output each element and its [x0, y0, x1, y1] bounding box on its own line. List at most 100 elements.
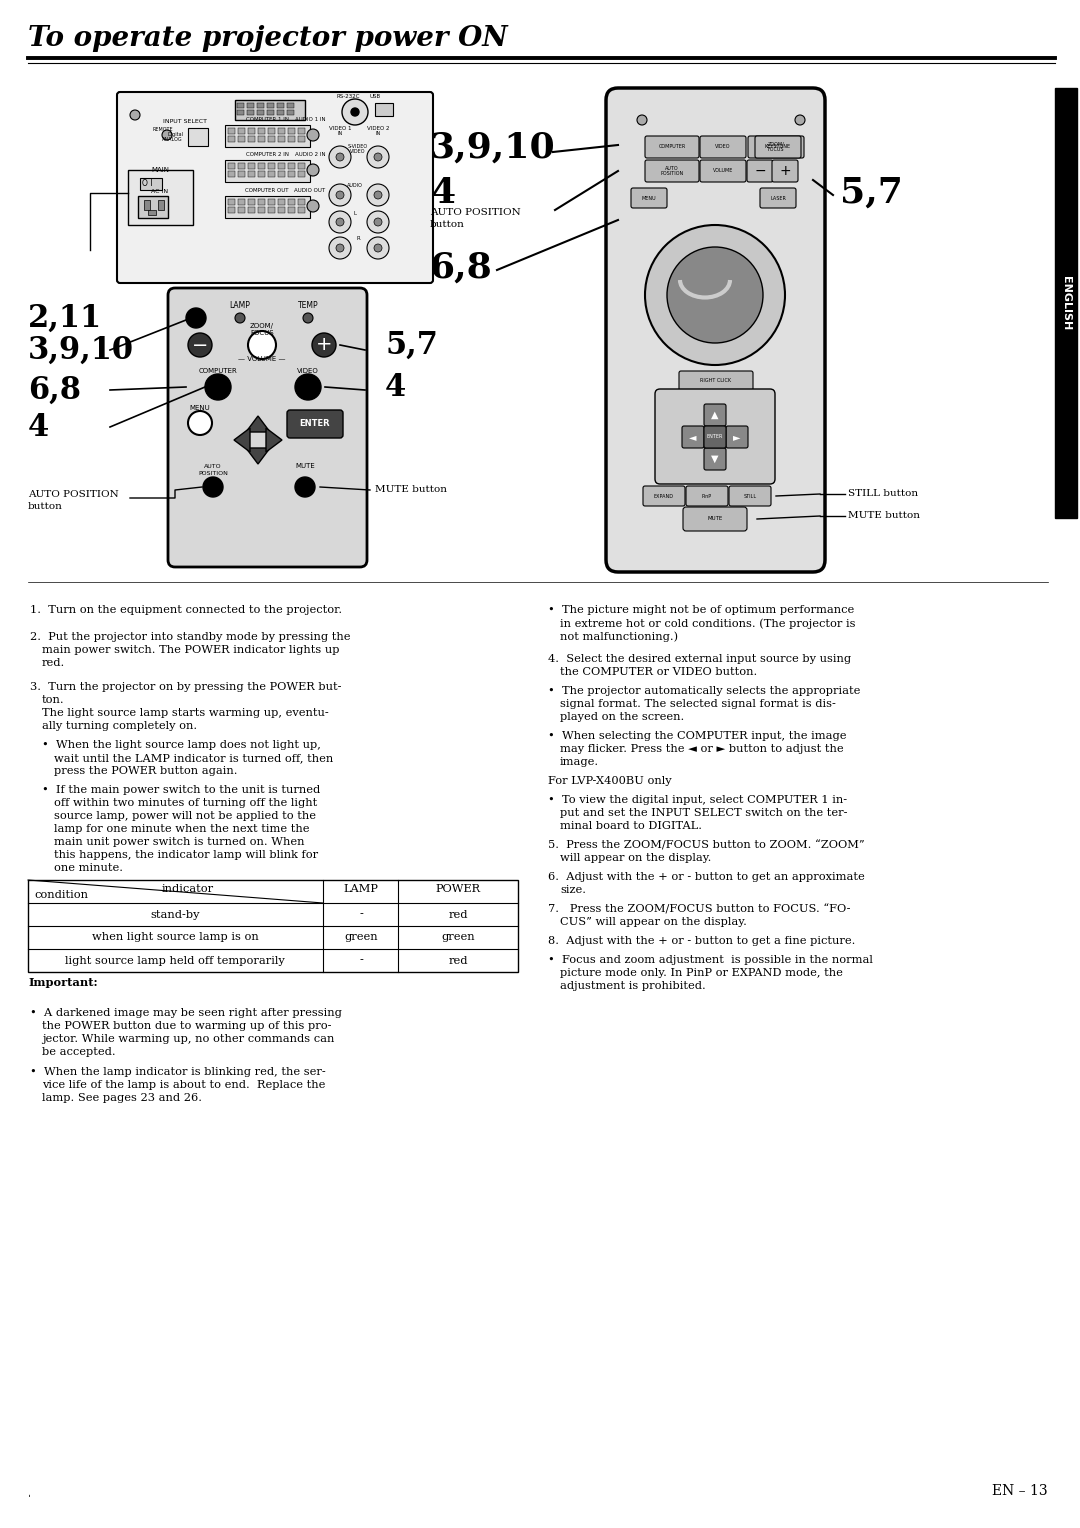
- Bar: [257, 102, 264, 108]
- Text: IN: IN: [376, 131, 380, 136]
- Text: S-VIDEO: S-VIDEO: [348, 144, 368, 150]
- Text: picture mode only. In PinP or EXPAND mode, the: picture mode only. In PinP or EXPAND mod…: [561, 969, 842, 978]
- Bar: [288, 199, 295, 205]
- Text: 6.  Adjust with the + or - button to get an approximate: 6. Adjust with the + or - button to get …: [548, 872, 865, 882]
- Text: POWER: POWER: [435, 885, 481, 894]
- Text: KEYSTONE: KEYSTONE: [765, 145, 791, 150]
- Bar: [288, 171, 295, 177]
- Text: 2,11: 2,11: [28, 303, 103, 333]
- Bar: [248, 128, 255, 134]
- FancyBboxPatch shape: [117, 92, 433, 283]
- Bar: [238, 163, 245, 170]
- Text: •  The picture might not be of optimum performance: • The picture might not be of optimum pe…: [548, 605, 854, 614]
- Text: R: R: [356, 235, 360, 241]
- Text: INPUT SELECT: INPUT SELECT: [163, 119, 207, 124]
- Circle shape: [367, 211, 389, 232]
- Text: 6,8: 6,8: [28, 374, 81, 405]
- Text: ENTER: ENTER: [299, 420, 330, 428]
- Text: 1.  Turn on the equipment connected to the projector.: 1. Turn on the equipment connected to th…: [30, 605, 342, 614]
- Text: POSITION: POSITION: [198, 471, 228, 477]
- Text: red: red: [448, 909, 468, 920]
- Bar: [237, 102, 244, 108]
- Text: MUTE: MUTE: [707, 516, 723, 521]
- Circle shape: [342, 99, 368, 125]
- Text: size.: size.: [561, 885, 586, 895]
- FancyBboxPatch shape: [679, 371, 753, 391]
- Text: •  A darkened image may be seen right after pressing: • A darkened image may be seen right aft…: [30, 1008, 342, 1018]
- Text: the COMPUTER or VIDEO button.: the COMPUTER or VIDEO button.: [561, 668, 757, 677]
- Bar: [237, 110, 244, 115]
- Text: Important:: Important:: [28, 976, 97, 989]
- Text: EXPAND: EXPAND: [654, 494, 674, 498]
- Text: MENU: MENU: [642, 196, 657, 200]
- Text: The light source lamp starts warming up, eventu-: The light source lamp starts warming up,…: [42, 707, 328, 718]
- Circle shape: [235, 313, 245, 322]
- Text: played on the screen.: played on the screen.: [561, 712, 685, 723]
- Text: when light source lamp is on: when light source lamp is on: [92, 932, 258, 943]
- FancyBboxPatch shape: [704, 448, 726, 471]
- Text: stand-by: stand-by: [150, 909, 200, 920]
- Text: USB: USB: [369, 95, 380, 99]
- Text: — VOLUME —: — VOLUME —: [239, 356, 286, 362]
- Text: COMPUTER OUT: COMPUTER OUT: [245, 188, 288, 193]
- Text: ►: ►: [733, 432, 741, 442]
- Text: ally turning completely on.: ally turning completely on.: [42, 721, 198, 730]
- Text: O I: O I: [141, 179, 152, 188]
- Circle shape: [188, 411, 212, 435]
- Text: VIDEO 1: VIDEO 1: [328, 125, 351, 131]
- Text: +: +: [315, 336, 333, 354]
- Polygon shape: [246, 416, 270, 432]
- Text: EN – 13: EN – 13: [993, 1484, 1048, 1497]
- Circle shape: [374, 191, 382, 199]
- Circle shape: [367, 237, 389, 260]
- Bar: [298, 163, 305, 170]
- Circle shape: [336, 191, 345, 199]
- Bar: [375, 102, 393, 116]
- Bar: [248, 163, 255, 170]
- Polygon shape: [246, 448, 270, 465]
- Text: vice life of the lamp is about to end.  Replace the: vice life of the lamp is about to end. R…: [42, 1080, 325, 1089]
- Text: 3,9,10: 3,9,10: [28, 335, 134, 365]
- Bar: [258, 128, 265, 134]
- Text: light source lamp held off temporarily: light source lamp held off temporarily: [65, 955, 285, 966]
- Text: −: −: [192, 336, 208, 354]
- FancyBboxPatch shape: [755, 136, 801, 157]
- Bar: [138, 196, 168, 219]
- Circle shape: [307, 200, 319, 212]
- Bar: [268, 136, 275, 142]
- Bar: [267, 110, 274, 115]
- Circle shape: [351, 108, 359, 116]
- Bar: [188, 128, 208, 147]
- Bar: [258, 206, 265, 212]
- Text: L: L: [353, 211, 356, 215]
- Text: off within two minutes of turning off the light: off within two minutes of turning off th…: [54, 798, 318, 808]
- Circle shape: [329, 183, 351, 206]
- Circle shape: [367, 183, 389, 206]
- Circle shape: [667, 248, 762, 342]
- Text: condition: condition: [33, 889, 87, 900]
- Bar: [247, 102, 254, 108]
- Text: 7.   Press the ZOOM/FOCUS button to FOCUS. “FO-: 7. Press the ZOOM/FOCUS button to FOCUS.…: [548, 905, 851, 914]
- Text: 2.  Put the projector into standby mode by pressing the: 2. Put the projector into standby mode b…: [30, 633, 351, 642]
- Text: green: green: [442, 932, 475, 943]
- Text: STILL button: STILL button: [848, 489, 918, 498]
- Text: IN: IN: [337, 131, 342, 136]
- Text: Digital: Digital: [167, 131, 183, 138]
- FancyBboxPatch shape: [645, 160, 699, 182]
- FancyBboxPatch shape: [681, 426, 704, 448]
- Bar: [247, 110, 254, 115]
- Bar: [276, 102, 284, 108]
- Text: VOLUME: VOLUME: [713, 168, 733, 174]
- FancyBboxPatch shape: [747, 160, 773, 182]
- Text: 4: 4: [384, 371, 406, 402]
- Bar: [268, 199, 275, 205]
- Text: lamp for one minute when the next time the: lamp for one minute when the next time t…: [54, 824, 310, 834]
- Text: ZOOM/
FOCUS: ZOOM/ FOCUS: [768, 142, 784, 153]
- Text: −: −: [754, 163, 766, 177]
- Text: VIDEO 2: VIDEO 2: [367, 125, 389, 131]
- Text: 4: 4: [28, 411, 50, 443]
- Text: wait until the LAMP indicator is turned off, then: wait until the LAMP indicator is turned …: [54, 753, 334, 762]
- Bar: [258, 136, 265, 142]
- Bar: [298, 128, 305, 134]
- Bar: [257, 110, 264, 115]
